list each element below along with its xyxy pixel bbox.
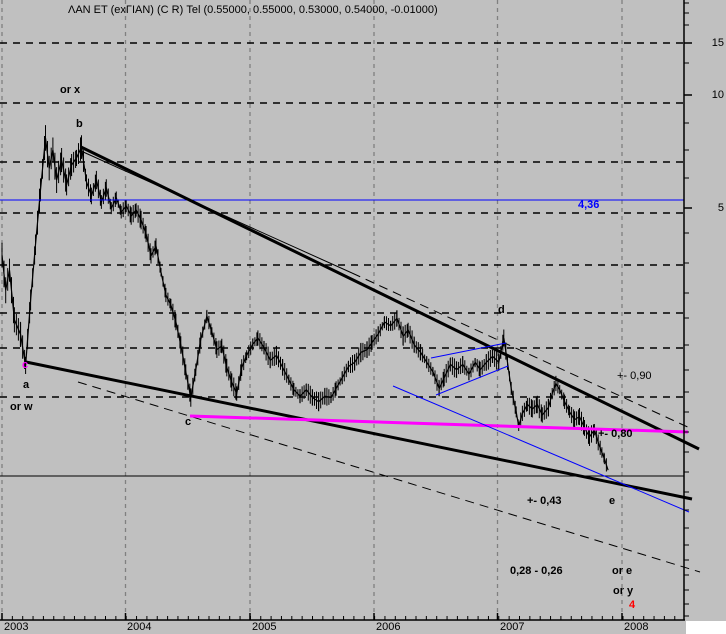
y-axis-label-15: 15 bbox=[711, 37, 724, 49]
lower-channel-dashed bbox=[77, 381, 701, 573]
chart-title: ΛΑΝ ΕΤ (exΓΙΑΝ) (C R) Tel (0.55000, 0.55… bbox=[68, 4, 438, 16]
annotation-wave-d: d bbox=[498, 304, 505, 316]
x-axis-label-2003: 2003 bbox=[4, 621, 29, 633]
annotation-wave-c: c bbox=[185, 416, 192, 428]
y-axis-label-5: 5 bbox=[717, 202, 724, 214]
magenta-support bbox=[189, 414, 689, 434]
annotation-or-x: or x bbox=[60, 84, 81, 96]
annotation-or-y: or y bbox=[613, 585, 634, 597]
x-axis-label-2005: 2005 bbox=[252, 621, 277, 633]
blue-decline-line bbox=[392, 385, 690, 513]
annotation-wave-4-red: 4 bbox=[629, 599, 636, 611]
price-hilo-bars bbox=[1, 125, 607, 472]
axis-corner-blank bbox=[686, 621, 726, 634]
wedge-lower-blue bbox=[435, 365, 509, 396]
annotation-or-e: or e bbox=[612, 565, 633, 577]
annotation-wave-e: e bbox=[609, 495, 616, 507]
annotation-level-0-80: +- 0,80 bbox=[598, 428, 633, 440]
lower-trendline-thick bbox=[25, 360, 693, 501]
upper-inner-line-dashed bbox=[351, 272, 693, 430]
y-axis-label-10: 10 bbox=[711, 89, 724, 101]
annotation-wave-a: a bbox=[23, 379, 30, 391]
x-axis-label-2006: 2006 bbox=[376, 621, 401, 633]
upper-inner-line-solid bbox=[80, 150, 353, 274]
annotation-level-4-36: 4,36 bbox=[578, 199, 600, 211]
x-axis-label-2007: 2007 bbox=[500, 621, 525, 633]
x-axis-label-2008: 2008 bbox=[624, 621, 649, 633]
annotation-target-zone: 0,28 - 0,26 bbox=[510, 565, 563, 577]
wedge-upper-blue bbox=[430, 342, 507, 359]
annotation-wave-c-magenta: c bbox=[22, 359, 29, 371]
annotation-or-w: or w bbox=[10, 401, 33, 413]
annotation-level-0-90: +- 0,90 bbox=[617, 370, 652, 382]
annotation-level-0-43: +- 0,43 bbox=[527, 495, 562, 507]
annotation-wave-b: b bbox=[76, 118, 83, 130]
x-axis-label-2004: 2004 bbox=[127, 621, 152, 633]
